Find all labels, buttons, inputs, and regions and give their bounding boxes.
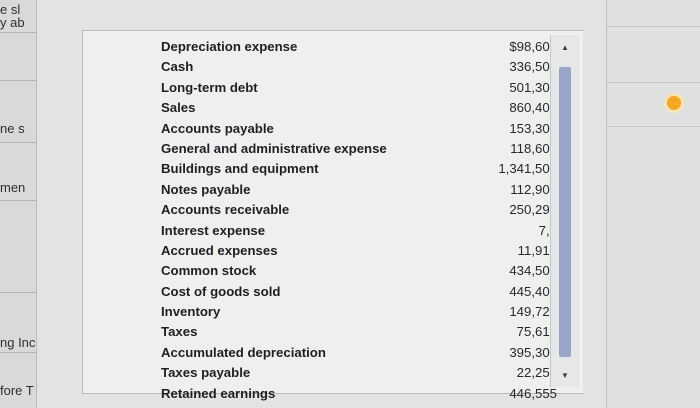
table-row: Common stock 434,500 <box>161 261 581 281</box>
table-row: Accrued expenses 11,910 <box>161 241 581 261</box>
account-label: Common stock <box>161 263 257 279</box>
left-fragment: ne s <box>0 121 25 136</box>
account-value: 22,250 <box>516 365 557 381</box>
account-label: Accounts receivable <box>161 202 290 218</box>
account-label: Retained earnings <box>161 385 276 401</box>
table-row: Accumulated depreciation 395,300 <box>161 343 581 363</box>
status-dot-icon[interactable] <box>664 93 684 113</box>
table-row: Cost of goods sold 445,400 <box>161 282 581 302</box>
account-value: 395,300 <box>509 344 557 360</box>
account-value: 501,300 <box>509 79 557 95</box>
account-value: $98,600 <box>509 39 557 54</box>
table-row: Accounts receivable 250,295 <box>161 200 581 220</box>
table-row: Accounts payable 153,300 <box>161 119 581 139</box>
account-value: 153,300 <box>509 120 557 136</box>
scroll-down-arrow-icon[interactable]: ▼ <box>561 370 569 380</box>
account-label: Taxes <box>161 324 198 340</box>
account-value: 434,500 <box>509 263 557 279</box>
table-row: Long-term debt 501,300 <box>161 78 581 98</box>
account-label: Inventory <box>161 304 221 320</box>
divider <box>0 32 36 33</box>
divider <box>607 26 700 27</box>
account-label: Interest expense <box>161 222 266 238</box>
account-list-card: Depreciation expense $98,600 Cash 336,500 Lo… <box>82 30 583 401</box>
account-label: Buildings and equipment <box>161 161 319 177</box>
table-row: Notes payable 112,900 <box>161 180 581 200</box>
divider <box>0 200 36 201</box>
account-label: Notes payable <box>161 181 251 197</box>
account-label: General and administrative expense <box>161 140 387 156</box>
table-row: General and administrative expense 118,60… <box>161 139 581 159</box>
table-row: Sales 860,400 <box>161 98 581 118</box>
account-list[interactable]: Depreciation expense $98,600 Cash 336,500 Lo… <box>161 37 581 404</box>
divider <box>0 142 36 143</box>
account-label: Sales <box>161 100 196 116</box>
left-fragment: fore T <box>0 383 34 398</box>
account-value: 446,555 <box>509 385 557 401</box>
table-row: Inventory 149,720 <box>161 302 581 322</box>
account-value: 75,610 <box>516 324 557 340</box>
scroll-thumb[interactable] <box>559 67 571 357</box>
account-label: Accumulated depreciation <box>161 344 326 360</box>
account-label: Taxes payable <box>161 365 251 381</box>
divider <box>607 82 700 83</box>
account-value: 250,295 <box>509 202 557 218</box>
table-row: Buildings and equipment 1,341,500 <box>161 159 581 179</box>
scrollbar[interactable]: ▲ ▼ <box>550 35 579 387</box>
right-panel <box>606 0 700 408</box>
account-label: Accrued expenses <box>161 242 278 258</box>
table-row: Taxes payable 22,250 <box>161 363 581 383</box>
account-value: 1,341,500 <box>498 161 557 177</box>
scroll-up-arrow-icon[interactable]: ▲ <box>561 42 569 52</box>
left-fragment: y ab <box>0 15 25 30</box>
account-label: Cash <box>161 59 194 75</box>
table-row: Retained earnings 446,555 <box>161 384 581 404</box>
left-fragment: men <box>0 180 26 195</box>
left-panel: e sl y ab ne s men ng Inc fore T <box>0 0 37 408</box>
account-value: 149,720 <box>509 304 557 320</box>
table-row: Depreciation expense $98,600 <box>161 37 581 57</box>
account-label: Accounts payable <box>161 120 274 136</box>
account-label: Depreciation expense <box>161 39 298 54</box>
divider <box>0 292 36 293</box>
table-row: Taxes 75,610 <box>161 322 581 342</box>
left-fragment: e sl <box>0 2 21 17</box>
account-label: Long-term debt <box>161 79 258 95</box>
divider <box>0 80 36 81</box>
table-row: Interest expense 7,1 <box>161 221 581 241</box>
divider <box>607 126 700 127</box>
left-fragment: ng Inc <box>0 335 36 350</box>
table-row: Cash 336,500 <box>161 57 581 77</box>
account-value: 445,400 <box>509 283 557 299</box>
account-value: 860,400 <box>509 100 557 116</box>
account-value: 336,500 <box>509 59 557 75</box>
account-label: Cost of goods sold <box>161 283 281 299</box>
account-value: 112,900 <box>510 181 557 197</box>
account-value: 11,910 <box>517 242 557 258</box>
account-value: 118,600 <box>510 140 557 156</box>
divider <box>0 352 36 353</box>
